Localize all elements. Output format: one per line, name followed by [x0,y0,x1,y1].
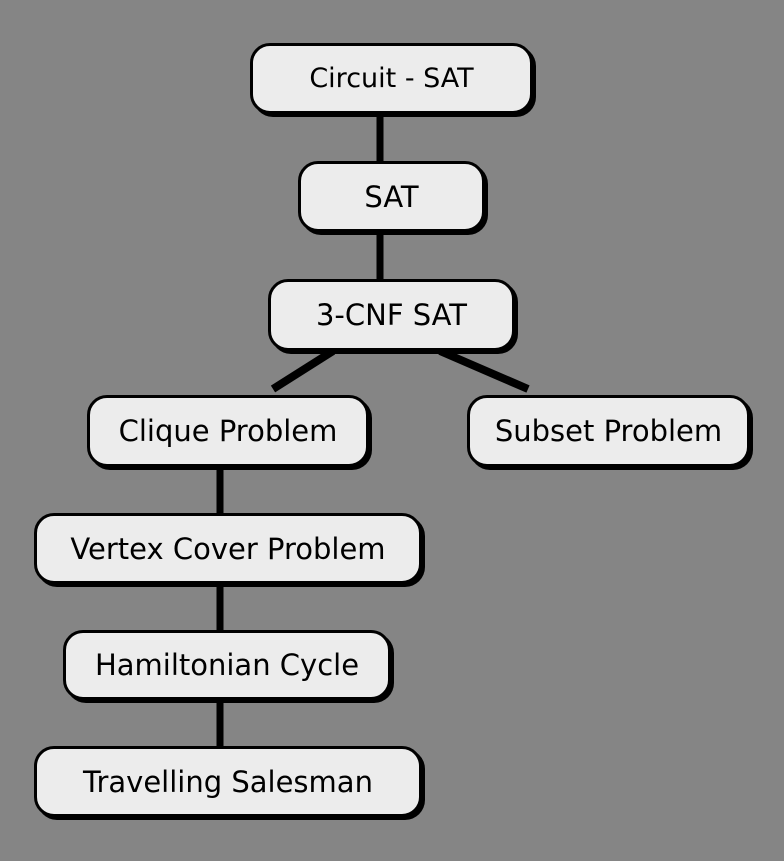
node-vertex-cover-problem: Vertex Cover Problem [34,513,422,584]
edge-3cnf-sat-to-subset [438,347,530,393]
node-clique-problem: Clique Problem [87,395,369,467]
node-3cnf-sat: 3-CNF SAT [268,279,515,351]
edge-3cnf-sat-to-clique [270,347,336,393]
node-travelling-salesman: Travelling Salesman [34,746,422,817]
node-hamiltonian-cycle: Hamiltonian Cycle [63,630,391,700]
node-circuit-sat: Circuit - SAT [250,43,533,114]
node-sat: SAT [298,161,485,232]
node-subset-problem: Subset Problem [467,395,750,467]
